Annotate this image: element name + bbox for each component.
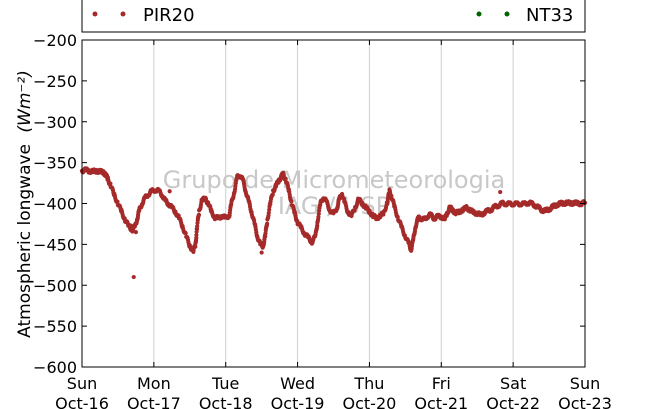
data-point [108,181,113,186]
data-point [194,232,199,238]
data-point-outlier [498,189,503,195]
y-tick-label: −600 [33,358,77,377]
y-tick-label: −350 [33,154,77,173]
x-tick-label-day: Mon [137,374,171,393]
data-point [263,234,268,239]
x-tick-label-date: Oct-17 [127,394,181,409]
data-point [194,227,200,232]
data-point [183,231,188,236]
data-point-outlier [167,189,172,194]
y-axis-title-text: Atmospheric longwave [15,144,35,338]
y-axis-title-units: (Wm⁻²) [15,70,35,132]
y-axis-title: Atmospheric longwave (Wm⁻²) [15,70,35,338]
data-point [115,199,120,204]
x-tick-label-day: Tue [211,374,239,393]
plot-frame [81,39,586,368]
data-point [316,214,321,220]
x-tick-label-day: Sun [570,374,600,393]
x-tick-label-day: Wed [280,374,315,393]
data-point [270,192,275,197]
data-point-outlier [259,250,264,255]
y-tick-label: −300 [33,113,77,132]
x-tick-label-date: Oct-16 [55,394,109,409]
series-pir20 [79,166,588,280]
x-tick-label-day: Thu [353,374,384,393]
data-point [196,212,201,217]
x-tick-label-date: Oct-19 [271,394,325,409]
data-point [267,207,272,212]
legend-item-pir20: PIR20 [92,5,195,26]
x-tick-label-day: Sun [67,374,97,393]
y-tick-label: −550 [33,317,77,336]
y-tick-label: −200 [33,31,77,50]
legend-marker-nt33 [476,11,482,17]
legend-marker-pir20-2 [120,11,126,17]
data-point [283,176,288,181]
data-point [193,244,198,249]
legend-marker-pir20 [92,11,98,17]
x-tick-label-day: Sat [500,374,526,393]
y-tick-label: −250 [33,72,77,91]
x-tick-label-day: Fri [432,374,451,393]
legend-label-nt33: NT33 [526,5,573,26]
y-tick-label: −500 [33,276,77,295]
legend-box [81,0,586,33]
legend-label-pir20: PIR20 [143,5,195,26]
data-point-outlier [131,274,136,280]
data-point-outlier [133,230,138,235]
axis-ticks: SunOct-16MonOct-17TueOct-18WedOct-19ThuO… [33,31,612,409]
x-tick-label-date: Oct-23 [558,394,612,409]
x-tick-label-date: Oct-18 [199,394,253,409]
x-tick-label-date: Oct-21 [414,394,468,409]
x-tick-label-date: Oct-20 [343,394,397,409]
grid-lines [153,40,514,367]
data-point [289,199,294,204]
data-point [195,224,200,229]
y-tick-label: −450 [33,235,77,254]
watermark-line-1: Grupo de Micrometeorologia [163,166,505,194]
x-tick-label-date: Oct-22 [486,394,540,409]
legend-marker-nt33-2 [504,11,510,17]
data-point [265,221,270,226]
y-tick-label: −400 [33,195,77,214]
data-point-outlier [128,223,133,228]
data-point [266,210,271,215]
legend-item-nt33: NT33 [476,5,573,26]
data-point [316,211,321,216]
